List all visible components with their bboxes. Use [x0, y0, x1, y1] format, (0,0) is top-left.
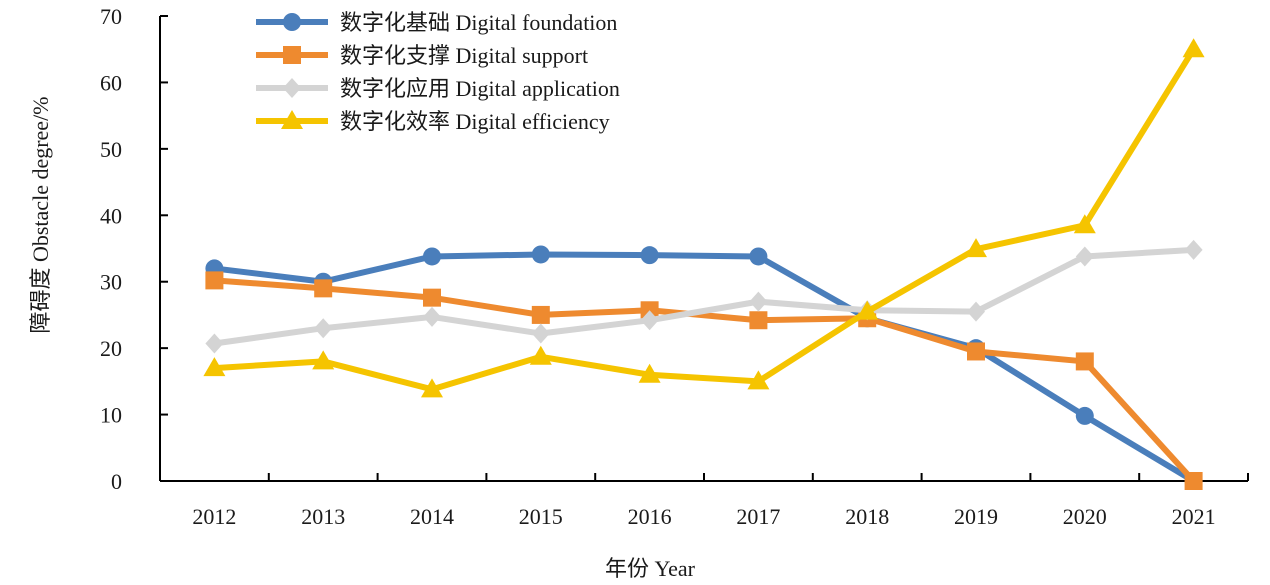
data-point [531, 323, 550, 344]
legend-label: 数字化应用 Digital application [340, 76, 620, 101]
legend-marker [283, 46, 301, 64]
data-point [856, 300, 879, 320]
data-point [314, 318, 333, 339]
legend-label: 数字化效率 Digital efficiency [340, 109, 610, 134]
legend-label: 数字化基础 Digital foundation [340, 10, 617, 35]
x-tick-label: 2019 [954, 504, 998, 529]
y-tick-label: 70 [100, 4, 122, 29]
y-tick-label: 20 [100, 336, 122, 361]
legend-item: 数字化基础 Digital foundation [256, 10, 617, 35]
data-point [747, 370, 770, 390]
data-point [749, 247, 768, 266]
data-point [1184, 472, 1203, 490]
data-point [423, 247, 441, 266]
y-tick-label: 30 [100, 270, 122, 295]
data-point [205, 333, 224, 354]
x-axis-title: 年份 Year [605, 556, 696, 581]
data-point [312, 350, 335, 370]
series-line [214, 277, 1196, 484]
data-point [1073, 214, 1096, 234]
data-point [203, 357, 226, 377]
legend-marker [283, 13, 301, 31]
data-point [421, 378, 443, 398]
data-point [749, 291, 768, 312]
data-point [640, 246, 659, 265]
data-point [967, 301, 985, 322]
x-tick-label: 2020 [1063, 504, 1107, 529]
data-point [314, 279, 333, 298]
x-tick-label: 2017 [736, 504, 780, 529]
series-line [214, 251, 1196, 484]
legend-label: 数字化支撑 Digital support [340, 43, 588, 68]
data-point [1075, 352, 1094, 371]
data-point [1075, 246, 1094, 267]
series-3 [205, 239, 1203, 354]
y-tick-label: 0 [111, 469, 122, 494]
data-point [531, 245, 550, 264]
data-point [531, 305, 550, 324]
data-point [423, 306, 441, 327]
y-tick-label: 60 [100, 70, 122, 95]
legend-item: 数字化效率 Digital efficiency [256, 109, 610, 134]
x-tick-label: 2014 [410, 504, 454, 529]
legend-marker [283, 78, 301, 98]
y-tick-label: 10 [100, 403, 122, 428]
x-tick-label: 2018 [845, 504, 889, 529]
data-point [423, 288, 441, 307]
x-tick-label: 2021 [1172, 504, 1216, 529]
legend-marker [281, 110, 303, 129]
data-point [967, 342, 985, 361]
y-tick-label: 50 [100, 137, 122, 162]
data-point [529, 345, 552, 365]
data-point [1184, 239, 1203, 260]
data-point [749, 311, 768, 330]
x-tick-label: 2012 [192, 504, 236, 529]
series-line [213, 246, 1194, 347]
series-4 [203, 38, 1205, 398]
data-point [1182, 38, 1205, 58]
legend-item: 数字化支撑 Digital support [256, 43, 588, 68]
axes: 0 10 20 30 40 50 60 70 2012 2013 2014 2015 2016 2017 2… [100, 4, 1249, 529]
x-tick-label: 2013 [301, 504, 345, 529]
data-point [640, 310, 659, 331]
series-layer [203, 38, 1205, 490]
data-point [205, 271, 224, 290]
legend: 数字化基础 Digital foundation 数字化支撑 Digital su… [256, 10, 620, 134]
y-axis-title: 障碍度 Obstacle degree/% [28, 96, 53, 333]
data-point [638, 363, 661, 383]
data-point [1075, 406, 1094, 425]
y-tick-label: 40 [100, 203, 122, 228]
x-tick-label: 2015 [519, 504, 563, 529]
legend-item: 数字化应用 Digital application [256, 76, 620, 101]
data-point [965, 238, 987, 258]
x-tick-label: 2016 [628, 504, 672, 529]
series-line [214, 47, 1197, 393]
